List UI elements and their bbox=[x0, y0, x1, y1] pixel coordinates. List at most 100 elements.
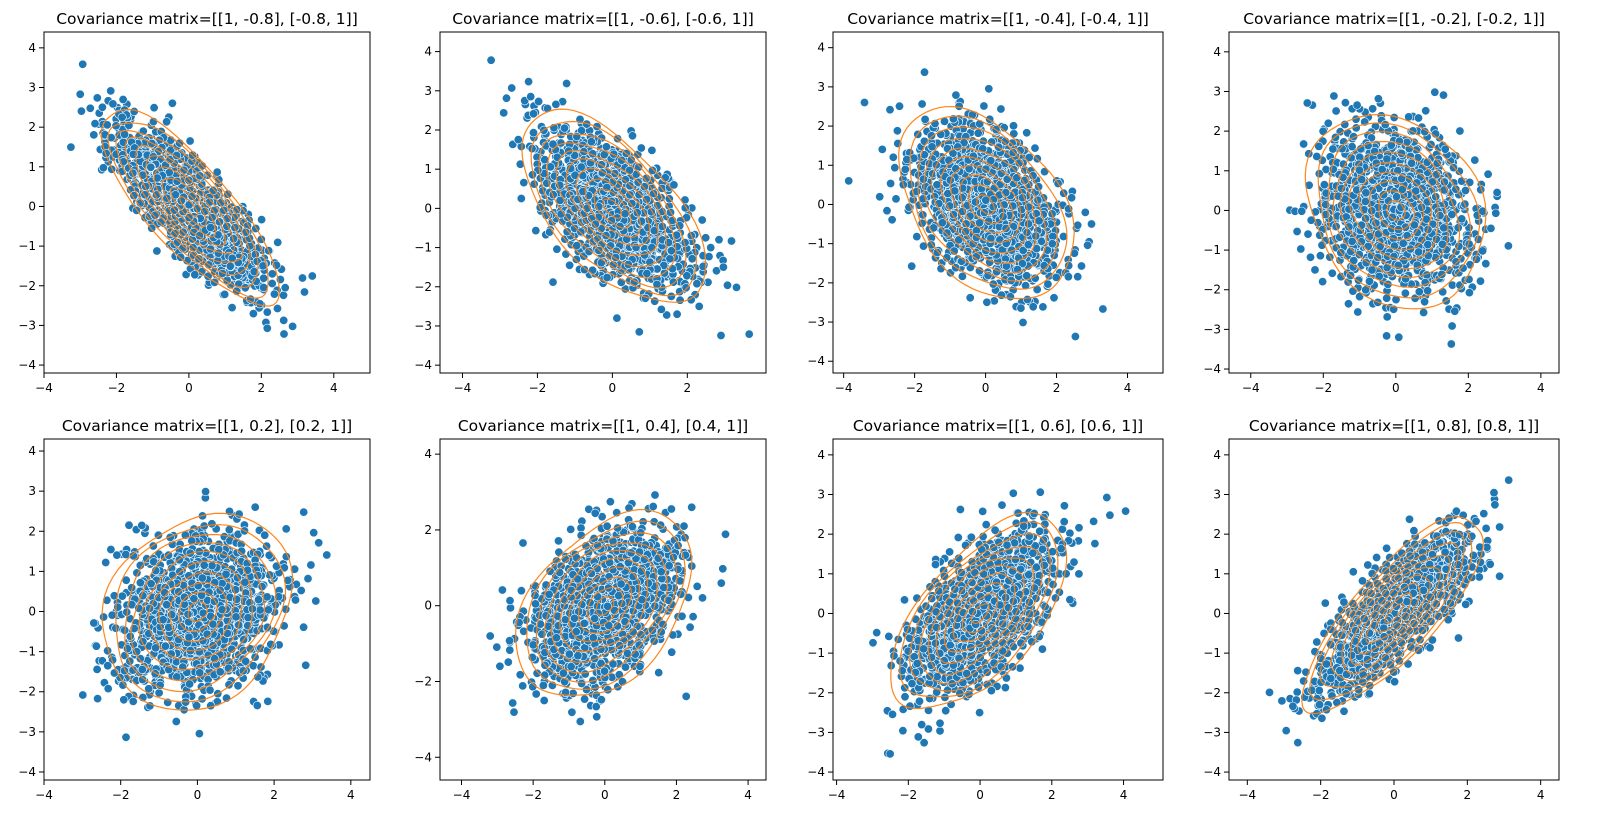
scatter-point bbox=[571, 254, 581, 264]
density-contour bbox=[135, 144, 244, 263]
panel-1: Covariance matrix=[[1, -0.8], [-0.8, 1]]… bbox=[18, 10, 371, 395]
scatter-point bbox=[515, 159, 525, 169]
scatter-point bbox=[1318, 277, 1328, 287]
density-contour bbox=[593, 189, 632, 229]
scatter-point bbox=[534, 97, 544, 107]
scatter-point bbox=[76, 106, 86, 116]
x-tick-label: −2 bbox=[108, 381, 126, 395]
scatter-points bbox=[486, 55, 754, 340]
scatter-point bbox=[1059, 232, 1069, 242]
density-contour bbox=[930, 147, 1037, 265]
scatter-point bbox=[590, 219, 600, 229]
scatter-point bbox=[565, 260, 575, 270]
density-contour bbox=[100, 108, 280, 307]
scatter-point bbox=[744, 329, 754, 339]
panel-4: Covariance matrix=[[1, -0.2], [-0.2, 1]]… bbox=[1203, 10, 1560, 395]
y-tick-label: 0 bbox=[424, 201, 432, 215]
scatter-point bbox=[307, 271, 317, 281]
scatter-point bbox=[272, 303, 282, 313]
panel-2: Covariance matrix=[[1, -0.6], [-0.6, 1]]… bbox=[414, 10, 767, 395]
scatter-point bbox=[1073, 220, 1083, 230]
scatter-point bbox=[584, 247, 594, 257]
scatter-point bbox=[1008, 121, 1018, 131]
scatter-point bbox=[251, 276, 261, 286]
density-contour bbox=[959, 174, 1014, 234]
scatter-point bbox=[917, 99, 927, 109]
scatter-point bbox=[257, 215, 267, 225]
scatter-point bbox=[267, 278, 277, 288]
scatter-point bbox=[667, 264, 677, 274]
axes-frame bbox=[832, 31, 1164, 374]
y-tick-label: 1 bbox=[424, 162, 432, 176]
y-tick-label: −2 bbox=[414, 280, 432, 294]
scatter-point bbox=[152, 246, 162, 256]
scatter-point bbox=[273, 237, 283, 247]
scatter-point bbox=[664, 238, 674, 248]
density-contour bbox=[909, 115, 1068, 290]
scatter-point bbox=[626, 155, 636, 165]
scatter-point bbox=[920, 114, 930, 124]
scatter-point bbox=[636, 143, 646, 153]
y-tick-label: −1 bbox=[807, 237, 825, 251]
scatter-point bbox=[927, 142, 937, 152]
scatter-point bbox=[894, 101, 904, 111]
scatter-point bbox=[875, 192, 885, 202]
x-tick-label: −4 bbox=[35, 381, 53, 395]
x-tick-label: 0 bbox=[609, 381, 617, 395]
y-tick-label: 3 bbox=[424, 84, 432, 98]
scatter-point bbox=[92, 93, 102, 103]
y-tick-label: 1 bbox=[817, 158, 825, 172]
scatter-point bbox=[1001, 188, 1011, 198]
density-contour bbox=[575, 167, 651, 247]
y-tick-label: −1 bbox=[18, 239, 36, 253]
panel-title: Covariance matrix=[[1, -0.8], [-0.8, 1]] bbox=[56, 10, 358, 28]
scatter-point bbox=[499, 108, 509, 118]
scatter-point bbox=[552, 152, 562, 162]
scatter-point bbox=[647, 166, 657, 176]
scatter-point bbox=[156, 217, 166, 227]
scatter-point bbox=[551, 99, 561, 109]
y-tick-label: −4 bbox=[414, 358, 432, 372]
scatter-point bbox=[1069, 248, 1079, 258]
scatter-point bbox=[983, 270, 993, 280]
scatter-point bbox=[885, 105, 895, 115]
scatter-point bbox=[704, 252, 714, 262]
density-contour bbox=[584, 178, 641, 238]
y-tick-label: −2 bbox=[807, 276, 825, 290]
scatter-point bbox=[184, 200, 194, 210]
density-contour bbox=[107, 122, 269, 299]
scatter-point bbox=[220, 289, 230, 299]
x-tick-label: 4 bbox=[1124, 381, 1132, 395]
scatter-point bbox=[660, 173, 670, 183]
scatter-point bbox=[1461, 186, 1471, 196]
scatter-point bbox=[561, 249, 571, 259]
scatter-point bbox=[297, 273, 307, 283]
scatter-point bbox=[692, 279, 702, 289]
scatter-point bbox=[657, 222, 667, 232]
scatter-point bbox=[299, 287, 309, 297]
scatter-point bbox=[1070, 331, 1080, 341]
scatter-point bbox=[1049, 293, 1059, 303]
density-contour bbox=[917, 126, 1059, 282]
scatter-point bbox=[634, 327, 644, 337]
scatter-point bbox=[1067, 193, 1077, 203]
scatter-point bbox=[576, 162, 586, 172]
scatter-point bbox=[1047, 239, 1057, 249]
y-tick-label: −4 bbox=[807, 354, 825, 368]
scatter-point bbox=[687, 254, 697, 264]
scatter-point bbox=[726, 236, 736, 246]
x-tick-label: 2 bbox=[258, 381, 266, 395]
scatter-point bbox=[601, 142, 611, 152]
scatter-point bbox=[516, 194, 526, 204]
scatter-point bbox=[900, 164, 910, 174]
scatter-point bbox=[206, 223, 216, 233]
scatter-point bbox=[225, 261, 235, 271]
scatter-point bbox=[526, 92, 536, 102]
scatter-point bbox=[90, 119, 100, 129]
panel-title: Covariance matrix=[[1, -0.4], [-0.4, 1]] bbox=[847, 10, 1149, 28]
scatter-point bbox=[944, 155, 954, 165]
scatter-point bbox=[932, 180, 942, 190]
scatter-point bbox=[979, 101, 989, 111]
scatter-point bbox=[888, 152, 898, 162]
